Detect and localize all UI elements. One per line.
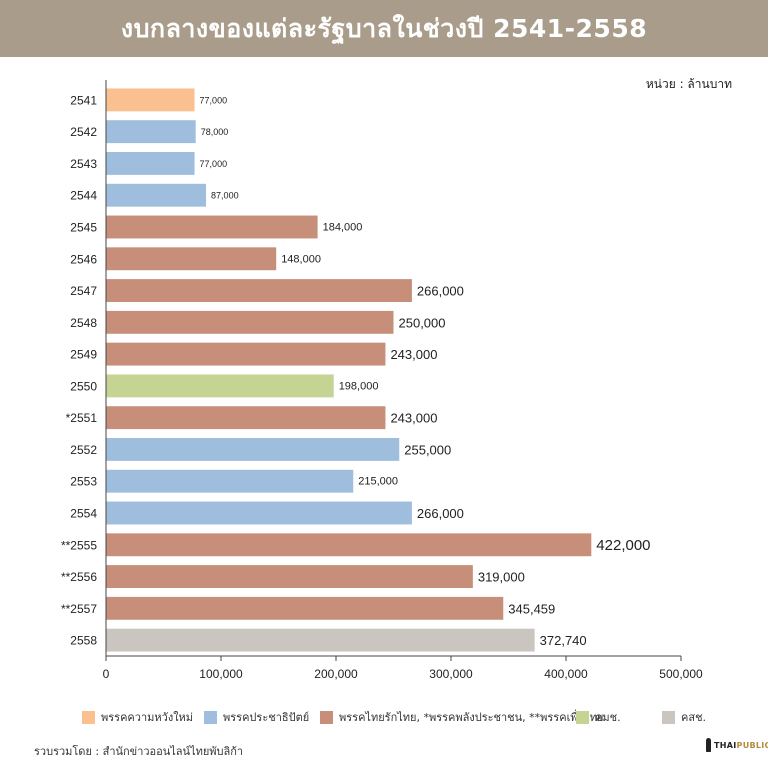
- bar: [106, 565, 473, 588]
- bar-value-label: 250,000: [399, 315, 446, 330]
- legend-item: คมช.: [576, 708, 621, 726]
- bar-value-label: 184,000: [323, 222, 363, 234]
- logo-text-thai: THAI: [714, 740, 737, 750]
- x-tick-label: 200,000: [314, 667, 358, 681]
- bar: [106, 374, 334, 398]
- bar-value-label: 266,000: [417, 284, 464, 299]
- bar-value-label: 77,000: [200, 159, 228, 169]
- category-label: 2553: [70, 475, 97, 489]
- bar: [106, 310, 394, 334]
- category-label: 2545: [70, 221, 97, 235]
- unit-label: หน่วย : ล้านบาท: [645, 77, 732, 91]
- bar-value-label: 215,000: [358, 476, 398, 488]
- bar-value-label: 243,000: [390, 411, 437, 426]
- x-tick-label: 300,000: [429, 667, 473, 681]
- bar-value-label: 198,000: [339, 380, 379, 392]
- legend-swatch: [82, 710, 95, 724]
- x-tick-label: 0: [103, 667, 110, 681]
- category-label: 2544: [70, 189, 97, 203]
- bar-value-label: 319,000: [478, 570, 525, 585]
- bar: [106, 596, 504, 620]
- bar-value-label: 78,000: [201, 127, 229, 137]
- category-label: 2541: [70, 93, 97, 107]
- bar-value-label: 255,000: [404, 442, 451, 457]
- bar: [106, 279, 412, 302]
- bar-value-label: 243,000: [390, 347, 437, 362]
- category-label: 2552: [70, 443, 97, 457]
- source-note: รวบรวมโดย : สำนักข่าวออนไลน์ไทยพับลิก้า: [34, 745, 244, 758]
- legend-swatch: [662, 710, 675, 724]
- category-label: *2551: [66, 411, 98, 425]
- legend-item: พรรคประชาธิปัตย์: [204, 708, 309, 726]
- legend-item: คสช.: [662, 708, 706, 726]
- category-label: 2546: [70, 252, 97, 266]
- legend-label: พรรคไทยรักไทย, *พรรคพลังประชาชน, **พรรคเ…: [339, 711, 604, 724]
- bar-value-label: 148,000: [281, 253, 321, 265]
- legend-swatch: [204, 710, 217, 724]
- legend-label: คมช.: [595, 711, 621, 724]
- bar: [106, 247, 277, 271]
- bar: [106, 183, 207, 207]
- bar-value-label: 372,740: [540, 633, 587, 648]
- category-label: 2547: [70, 284, 97, 298]
- bar-value-label: 345,459: [508, 601, 555, 616]
- x-tick-label: 500,000: [659, 667, 703, 681]
- bar: [106, 469, 354, 493]
- x-tick-label: 100,000: [199, 667, 243, 681]
- thaipublica-logo: THAIPUBLICA: [706, 738, 768, 752]
- category-label: 2542: [70, 125, 97, 139]
- category-label: 2554: [70, 507, 97, 521]
- legend-label: พรรคความหวังใหม่: [101, 711, 194, 724]
- bar-value-label: 87,000: [211, 191, 239, 201]
- legend-item: พรรคไทยรักไทย, *พรรคพลังประชาชน, **พรรคเ…: [320, 708, 603, 726]
- bar: [106, 88, 195, 112]
- title-banner: งบกลางของแต่ละรัฐบาลในช่วงปี 2541-2558: [0, 0, 768, 57]
- category-label: 2558: [70, 634, 97, 648]
- category-label: 2550: [70, 379, 97, 393]
- category-label: 2543: [70, 157, 97, 171]
- legend-label: คสช.: [681, 711, 707, 724]
- bar: [106, 152, 195, 175]
- category-label: 2548: [70, 316, 97, 330]
- category-label: **2555: [61, 538, 97, 552]
- bar-value-label: 266,000: [417, 506, 464, 521]
- bar-chart: 77,000 2541 78,000 2542 77,000 2543 87,000 2544…: [61, 80, 703, 681]
- legend-item: พรรคความหวังใหม่: [82, 708, 193, 726]
- category-label: **2557: [61, 602, 97, 616]
- bar-value-label: 77,000: [200, 95, 228, 105]
- bar: [106, 215, 318, 239]
- bar: [106, 342, 386, 366]
- bar: [106, 438, 400, 461]
- bar: [106, 501, 412, 525]
- bar: [106, 628, 535, 652]
- bar: [106, 533, 592, 557]
- chart-title: งบกลางของแต่ละรัฐบาลในช่วงปี 2541-2558: [120, 13, 648, 43]
- bar: [106, 120, 196, 144]
- legend-swatch: [320, 710, 333, 724]
- legend-label: พรรคประชาธิปัตย์: [223, 711, 310, 724]
- bar: [106, 406, 386, 430]
- legend: พรรคความหวังใหม่ พรรคประชาธิปัตย์ พรรคไทยร…: [60, 708, 760, 728]
- category-label: 2549: [70, 348, 97, 362]
- bar-value-label: 422,000: [596, 537, 650, 554]
- logo-text-publica: PUBLICA: [736, 740, 768, 750]
- category-label: **2556: [61, 570, 97, 584]
- legend-swatch: [576, 710, 589, 724]
- x-tick-label: 400,000: [544, 667, 588, 681]
- keyhole-icon: [706, 738, 711, 752]
